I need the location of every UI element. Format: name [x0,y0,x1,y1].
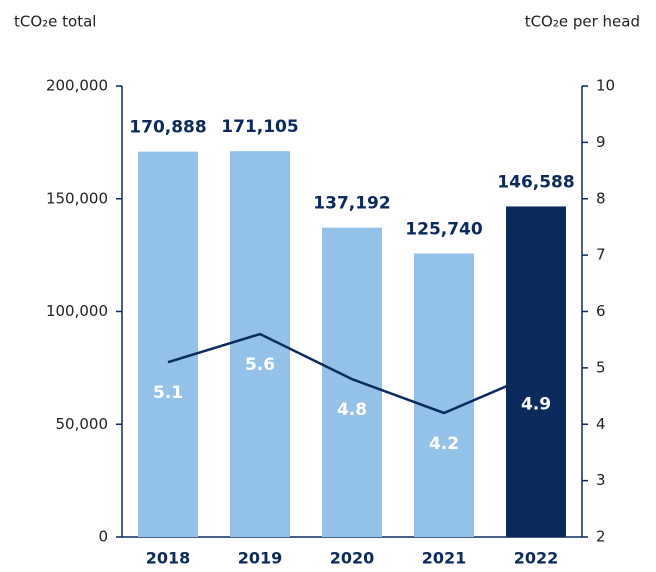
y2-tick-label: 5 [596,358,606,376]
y-tick-label: 50,000 [56,415,109,433]
bar-value-label: 146,588 [497,172,574,192]
y-tick-label: 150,000 [46,189,108,207]
bar [138,151,198,537]
line-value-label: 4.8 [337,400,367,420]
y2-tick-label: 9 [596,133,606,151]
bar [506,206,566,537]
y2-axis-label: tCO₂e per head [525,13,640,31]
x-tick-label: 2021 [422,549,467,568]
line-value-label: 5.1 [153,383,183,403]
bar-value-label: 170,888 [129,118,206,138]
bar [322,227,382,538]
bar [414,253,474,537]
y-tick-label: 200,000 [46,77,108,95]
x-tick-label: 2022 [514,549,559,568]
bar-value-label: 171,105 [221,117,298,137]
y2-tick-label: 10 [596,77,615,95]
y-tick-label: 100,000 [46,302,108,320]
y2-tick-label: 8 [596,189,606,207]
y2-tick-label: 2 [596,528,606,546]
bar-value-label: 125,740 [405,219,483,239]
y2-tick-label: 4 [596,415,606,433]
x-tick-label: 2020 [330,549,375,568]
line-value-label: 4.2 [429,434,459,454]
y2-tick-label: 6 [596,302,606,320]
y-tick-label: 0 [98,528,108,546]
y2-tick-label: 7 [596,246,606,264]
y2-tick-label: 3 [596,471,606,489]
x-tick-label: 2018 [146,549,191,568]
x-tick-label: 2019 [238,549,283,568]
y-axis-label: tCO₂e total [14,13,96,31]
bar-value-label: 137,192 [313,194,390,214]
line-value-label: 5.6 [245,355,275,375]
line [167,332,537,415]
line-value-label: 4.9 [521,395,551,415]
